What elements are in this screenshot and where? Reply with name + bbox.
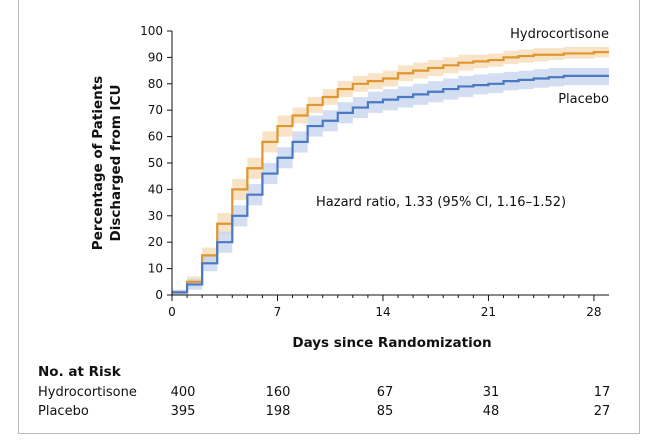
y-tick-label: 100 xyxy=(140,24,163,38)
x-tick-label: 28 xyxy=(586,305,601,319)
risk-cell-day-0: 395 xyxy=(170,404,196,419)
y-axis-label-line2: Discharged from ICU xyxy=(108,85,124,242)
risk-cell-day-28: 27 xyxy=(593,404,611,419)
risk-row-label: Placebo xyxy=(38,404,89,419)
hydrocortisone-ci-band xyxy=(172,46,609,296)
risk-cell-day-7: 160 xyxy=(265,385,291,400)
x-axis-label: Days since Randomization xyxy=(292,335,491,351)
risk-cell-day-0: 400 xyxy=(170,385,196,400)
risk-table: No. at Risk Hydrocortisone 400 160 67 31… xyxy=(38,364,628,434)
y-tick-label: 50 xyxy=(148,156,163,170)
hazard-ratio-annotation: Hazard ratio, 1.33 (95% CI, 1.16–1.52) xyxy=(316,195,566,210)
placebo-curve xyxy=(172,74,609,294)
x-tick-label: 21 xyxy=(481,305,496,319)
x-tick-label: 0 xyxy=(168,305,176,319)
risk-row-hydrocortisone: Hydrocortisone 400 160 67 31 17 xyxy=(38,385,628,403)
y-tick-label: 0 xyxy=(155,288,163,302)
risk-cell-day-14: 85 xyxy=(376,404,394,419)
risk-cell-day-14: 67 xyxy=(376,385,394,400)
x-tick-label: 7 xyxy=(274,305,282,319)
risk-cell-day-28: 17 xyxy=(593,385,611,400)
y-tick-label: 30 xyxy=(148,209,163,223)
y-axis-label-line1: Percentage of Patients xyxy=(90,76,106,250)
risk-cell-day-21: 48 xyxy=(482,404,500,419)
y-tick-label: 90 xyxy=(148,50,163,64)
y-tick-label: 80 xyxy=(148,77,163,91)
x-tick-label: 14 xyxy=(375,305,390,319)
risk-cell-day-21: 31 xyxy=(482,385,500,400)
tick-labels: 0 10 20 30 40 50 60 70 80 90 100 0 7 14 21 28 xyxy=(140,24,601,319)
axes xyxy=(167,30,609,301)
y-tick-label: 40 xyxy=(148,182,163,196)
hydrocortisone-curve xyxy=(172,51,609,294)
km-curves xyxy=(172,51,609,294)
legend-label-hydrocortisone: Hydrocortisone xyxy=(510,27,609,42)
ci-bands xyxy=(172,46,609,296)
risk-table-title: No. at Risk xyxy=(38,364,121,380)
risk-row-label: Hydrocortisone xyxy=(38,385,137,400)
y-tick-label: 10 xyxy=(148,262,163,276)
risk-cell-day-7: 198 xyxy=(265,404,291,419)
km-chart: 0 10 20 30 40 50 60 70 80 90 100 0 7 14 21 28 Percentag… xyxy=(90,24,609,351)
legend-label-placebo: Placebo xyxy=(558,92,609,107)
y-tick-label: 70 xyxy=(148,103,163,117)
y-tick-label: 60 xyxy=(148,130,163,144)
risk-row-placebo: Placebo 395 198 85 48 27 xyxy=(38,404,628,422)
y-tick-label: 20 xyxy=(148,235,163,249)
